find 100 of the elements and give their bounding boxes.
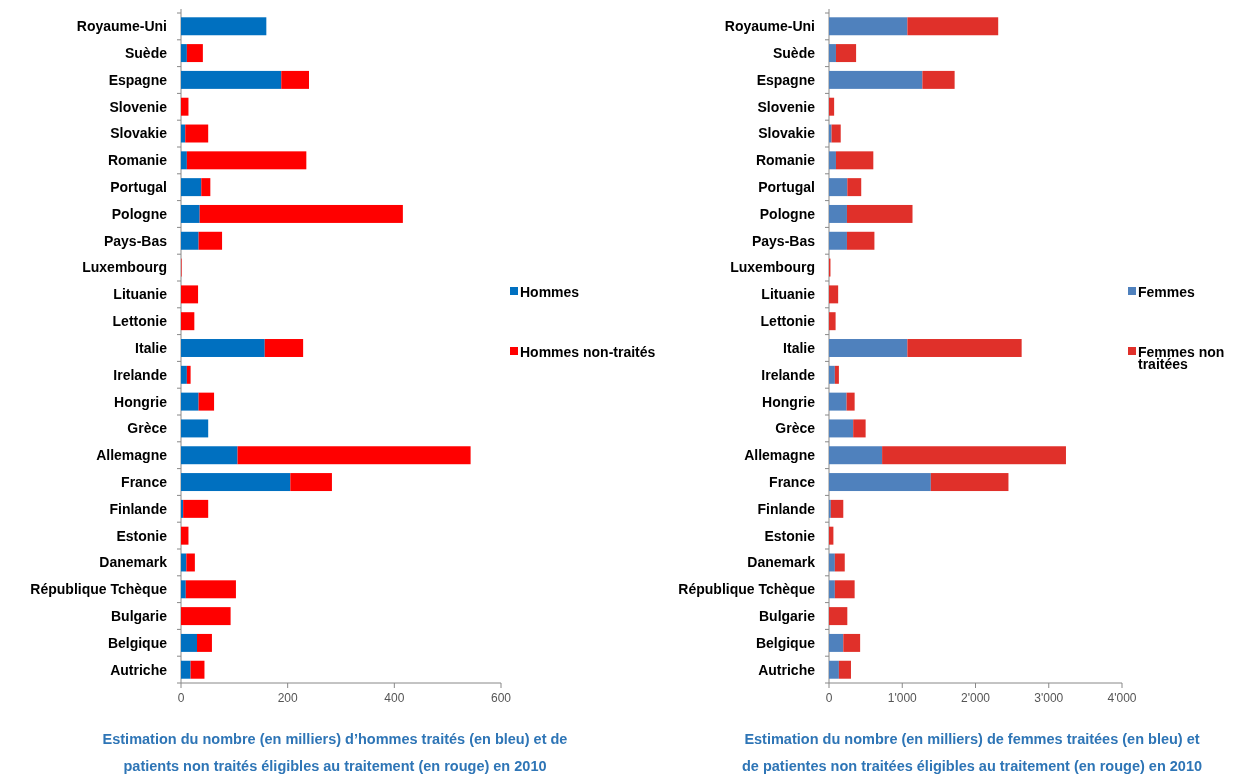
bar (181, 446, 238, 465)
y-tick-label: Grèce (775, 420, 816, 437)
y-tick-label: Luxembourg (82, 259, 167, 276)
bar (181, 17, 267, 36)
bar (181, 660, 191, 679)
y-tick-label: Slovenie (757, 98, 816, 115)
y-tick-label: Bulgarie (758, 608, 816, 625)
bar (835, 44, 857, 63)
bar (829, 17, 908, 36)
bar (846, 231, 875, 250)
bar (882, 446, 1066, 465)
bar (829, 231, 847, 250)
bar (829, 204, 847, 223)
x-tick-label: 0 (177, 691, 185, 705)
y-tick-label: France (769, 473, 816, 490)
bar (181, 204, 200, 223)
y-tick-label: Danemark (99, 554, 168, 571)
bar (829, 660, 839, 679)
bar (181, 526, 189, 545)
bar (264, 339, 304, 357)
bar (181, 285, 199, 304)
bar (922, 70, 955, 89)
bar (829, 97, 835, 116)
y-tick-label: France (121, 473, 168, 490)
bar (201, 178, 211, 197)
y-tick-label: Suède (772, 44, 816, 61)
bar (181, 473, 291, 492)
y-tick-label: Belgique (755, 634, 816, 651)
x-tick-label: 200 (277, 691, 298, 705)
bar (181, 151, 187, 170)
y-tick-label: Irelande (761, 366, 816, 383)
bar (907, 339, 1022, 357)
x-tick-label: 3'000 (1034, 691, 1064, 705)
bar (847, 178, 862, 197)
y-tick-label: Hongrie (114, 393, 168, 410)
bar (829, 419, 854, 438)
bar (181, 580, 186, 599)
bar (829, 151, 836, 170)
y-tick-label: Romanie (755, 152, 816, 169)
bar (829, 285, 839, 304)
y-tick-label: Pologne (111, 205, 168, 222)
y-tick-label: Autriche (758, 661, 816, 678)
y-tick-label: Finlande (109, 500, 168, 517)
bar (831, 124, 841, 143)
bar (183, 499, 209, 518)
bar (185, 124, 209, 143)
y-tick-label: Portugal (758, 179, 815, 196)
bar (186, 365, 191, 384)
y-tick-label: Slovakie (758, 125, 816, 142)
bar (181, 365, 187, 384)
y-tick-label: Espagne (756, 71, 816, 88)
bar (181, 607, 231, 626)
x-tick-label: 1'000 (887, 691, 918, 705)
bar (198, 392, 215, 411)
bar (186, 44, 203, 63)
y-tick-label: Portugal (110, 179, 167, 196)
bar (829, 124, 832, 143)
y-tick-label: Slovakie (110, 125, 168, 142)
y-tick-label: Pologne (759, 205, 816, 222)
bar (199, 204, 403, 223)
bar (181, 339, 265, 357)
bar (846, 392, 855, 411)
bar (853, 419, 866, 438)
y-tick-label: Suède (124, 44, 168, 61)
bar (181, 231, 199, 250)
legend-label: Hommes (520, 283, 580, 300)
bar (830, 499, 844, 518)
bar (829, 473, 931, 492)
bar (834, 553, 845, 572)
bar (838, 660, 851, 679)
bar (290, 473, 332, 492)
y-tick-label: Lituanie (761, 286, 816, 303)
bar (829, 70, 923, 89)
bar (930, 473, 1009, 492)
bar (185, 580, 236, 599)
bar (907, 17, 999, 36)
bar (186, 553, 195, 572)
y-tick-label: Autriche (110, 661, 168, 678)
y-tick-label: Allemagne (744, 447, 816, 464)
bar (181, 499, 184, 518)
x-tick-label: 2'000 (961, 691, 991, 705)
y-tick-label: Espagne (108, 71, 168, 88)
text: Estimation du nombre (en milliers) d’hommes traités (en bleu) et de patients non traités éligibles au traitement (en rouge) en 2010 (102, 731, 568, 774)
bar (829, 392, 847, 411)
bar (843, 633, 861, 652)
bar (181, 178, 202, 197)
y-tick-label: Pays-Bas (751, 232, 816, 249)
y-tick-label: Belgique (107, 634, 168, 651)
y-tick-label: Royaume-Uni (76, 18, 167, 35)
bar (281, 70, 309, 89)
bar (846, 204, 913, 223)
legend-label: Femmes non traitées (1138, 343, 1225, 372)
bar (198, 231, 223, 250)
bar (181, 419, 209, 438)
y-tick-label: Bulgarie (110, 608, 168, 625)
y-tick-label: Royaume-Uni (724, 18, 815, 35)
bar (834, 365, 839, 384)
y-tick-label: Lettonie (112, 313, 168, 330)
bar (829, 178, 848, 197)
y-tick-label: Lituanie (113, 286, 168, 303)
